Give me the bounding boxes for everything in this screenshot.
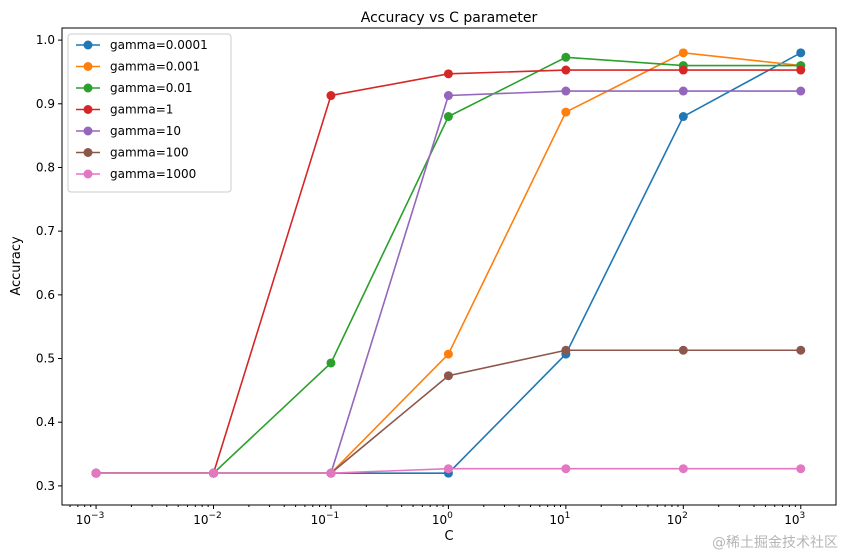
data-point bbox=[209, 468, 219, 478]
data-point bbox=[443, 464, 453, 474]
watermark: @稀土掘金技术社区 bbox=[712, 535, 838, 551]
data-point bbox=[443, 349, 453, 359]
legend-box bbox=[67, 33, 232, 193]
y-tick-label: 0.3 bbox=[36, 479, 55, 493]
data-point bbox=[443, 91, 453, 101]
x-tick-label: 10−1 bbox=[311, 511, 340, 527]
data-point bbox=[443, 371, 453, 381]
legend-label: gamma=0.0001 bbox=[110, 38, 208, 52]
plot-frame bbox=[61, 27, 837, 506]
data-point bbox=[678, 65, 688, 75]
legend-marker bbox=[83, 62, 93, 71]
data-point bbox=[796, 345, 806, 355]
data-point bbox=[678, 345, 688, 355]
data-point bbox=[443, 112, 453, 122]
x-tick-label: 103 bbox=[784, 511, 805, 527]
y-tick-label: 0.5 bbox=[36, 352, 55, 366]
data-point bbox=[678, 464, 688, 474]
data-point bbox=[796, 86, 806, 96]
data-point bbox=[796, 48, 806, 58]
y-tick-label: 0.6 bbox=[36, 288, 55, 302]
legend-marker bbox=[83, 169, 93, 179]
data-point bbox=[91, 468, 101, 478]
y-tick-label: 0.4 bbox=[36, 415, 55, 429]
legend-label: gamma=0.001 bbox=[110, 60, 200, 74]
y-tick-label: 1.0 bbox=[36, 33, 55, 47]
series-gamma=100 bbox=[91, 345, 806, 478]
chart-title: Accuracy vs C parameter bbox=[361, 10, 538, 26]
data-point bbox=[561, 86, 571, 96]
legend-marker bbox=[83, 83, 93, 93]
data-point bbox=[561, 345, 571, 355]
data-point bbox=[678, 48, 688, 58]
y-axis-label: Accuracy bbox=[9, 236, 24, 296]
x-tick-label: 102 bbox=[667, 511, 688, 527]
x-axis-label: C bbox=[444, 529, 453, 544]
legend-label: gamma=100 bbox=[110, 146, 189, 160]
x-tick-label: 10−3 bbox=[76, 511, 105, 527]
x-tick-label: 10−2 bbox=[193, 511, 222, 527]
legend-label: gamma=10 bbox=[110, 124, 181, 138]
legend-label: gamma=1000 bbox=[110, 167, 196, 181]
legend: gamma=0.0001 gamma=0.001 gamma=0.01 gamma=1… bbox=[67, 33, 232, 193]
data-point bbox=[326, 91, 336, 101]
data-point bbox=[561, 464, 571, 474]
data-point bbox=[796, 65, 806, 75]
y-tick-label: 0.9 bbox=[36, 97, 55, 111]
data-point bbox=[796, 464, 806, 474]
legend-marker bbox=[83, 40, 93, 50]
data-point bbox=[561, 52, 571, 62]
legend-marker bbox=[83, 148, 93, 157]
legend-label: gamma=0.01 bbox=[110, 81, 192, 95]
data-point bbox=[326, 468, 336, 478]
legend-marker bbox=[83, 105, 93, 114]
y-tick-label: 0.7 bbox=[36, 224, 55, 238]
x-tick-label: 101 bbox=[549, 511, 570, 527]
data-point bbox=[678, 86, 688, 96]
x-tick-label: 100 bbox=[432, 511, 453, 527]
series-line bbox=[96, 349, 801, 474]
legend-marker bbox=[83, 126, 93, 136]
data-point bbox=[561, 65, 571, 75]
series-gamma=1000 bbox=[91, 464, 806, 478]
data-point bbox=[326, 358, 336, 368]
y-tick-label: 0.8 bbox=[36, 160, 55, 174]
data-point bbox=[443, 69, 453, 79]
data-point bbox=[561, 107, 571, 117]
data-point bbox=[678, 112, 688, 122]
legend-label: gamma=1 bbox=[110, 103, 173, 117]
